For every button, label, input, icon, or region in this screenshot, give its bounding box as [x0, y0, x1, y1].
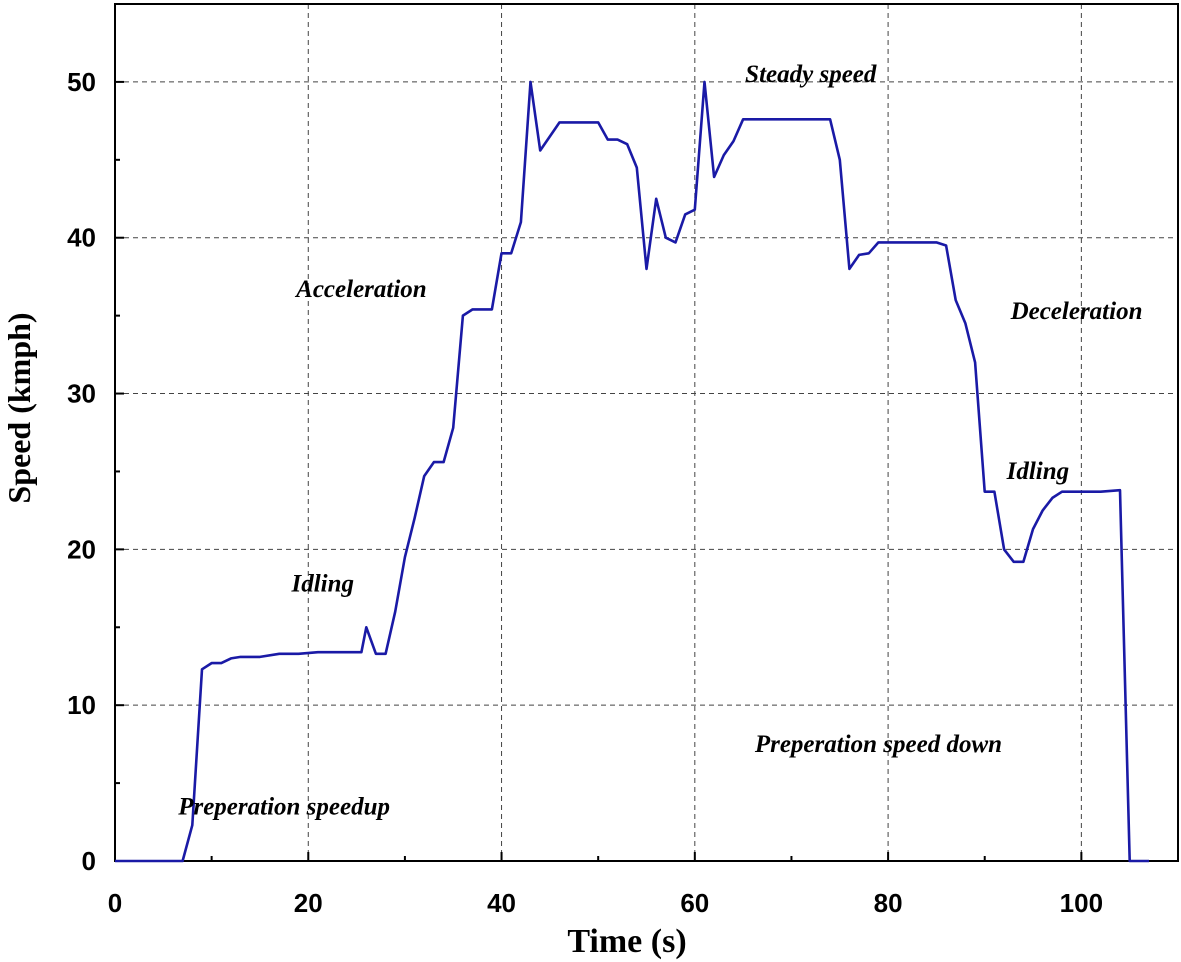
x-tick-label-80: 80	[874, 888, 903, 918]
plot-frame	[114, 3, 1179, 862]
x-tick-label-20: 20	[294, 888, 323, 918]
y-tick-label-40: 40	[67, 223, 96, 253]
axis-ticks	[114, 3, 1179, 862]
x-axis-title: Time (s)	[567, 923, 686, 960]
phase-annotations: Steady speed Acceleration Deceleration Idli…	[177, 61, 1142, 820]
annotation-idling-4: Idling	[1006, 458, 1070, 485]
x-tick-label-100: 100	[1060, 888, 1103, 918]
y-axis-title: Speed (kmph)	[1, 312, 37, 503]
y-tick-label-50: 50	[67, 67, 96, 97]
annotation-idling-3: Idling	[291, 570, 355, 597]
annotation-acceleration-1: Acceleration	[294, 276, 427, 303]
annotation-deceleration-2: Deceleration	[1010, 298, 1143, 325]
y-tick-label-0: 0	[82, 846, 96, 876]
x-tick-label-60: 60	[680, 888, 709, 918]
grid-lines	[115, 4, 1178, 861]
annotation-steady-speed-0: Steady speed	[745, 61, 877, 88]
x-tick-labels: 0 20 40 60 80 100	[108, 888, 1103, 918]
annotation-preperation-speed-down-5: Preperation speed down	[754, 731, 1002, 758]
y-tick-label-30: 30	[67, 379, 96, 409]
y-tick-labels: 0 10 20 30 40 50	[67, 67, 96, 876]
x-tick-label-40: 40	[487, 888, 516, 918]
x-tick-label-0: 0	[108, 888, 122, 918]
annotation-preperation-speedup-6: Preperation speedup	[177, 793, 390, 820]
speed-series-line	[115, 80, 1149, 863]
y-tick-label-20: 20	[67, 534, 96, 564]
y-tick-label-10: 10	[67, 690, 96, 720]
